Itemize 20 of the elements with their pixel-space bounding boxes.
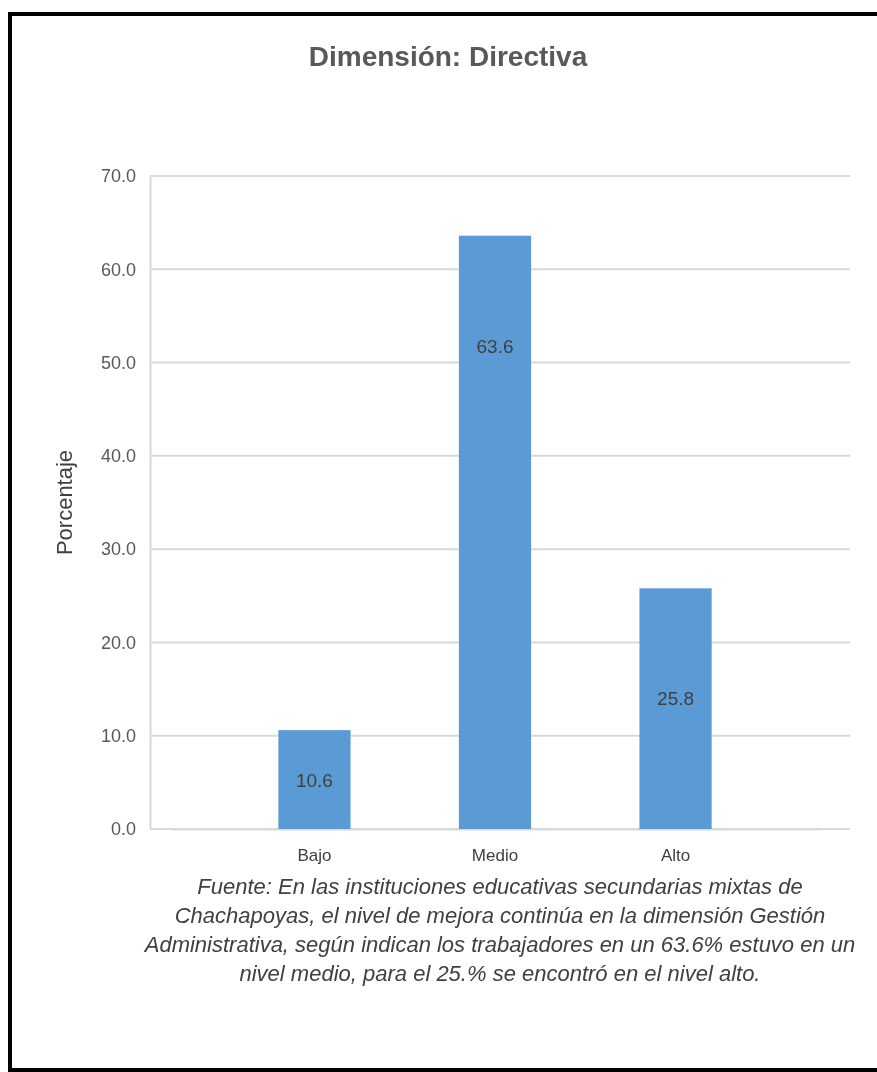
y-tick-label: 50.0	[100, 352, 136, 373]
bar	[278, 730, 351, 829]
bar	[639, 588, 712, 829]
y-tick-label: 10.0	[100, 725, 136, 746]
y-tick-label: 60.0	[100, 259, 136, 280]
y-axis-title: Porcentaje	[52, 449, 77, 556]
data-label: 63.6	[476, 335, 514, 357]
x-tick-label: Medio	[471, 846, 519, 866]
x-tick-label: Alto	[660, 846, 691, 866]
y-tick-label: 0.0	[110, 819, 136, 840]
y-tick-label: 40.0	[100, 446, 136, 467]
y-tick-label: 30.0	[100, 539, 136, 560]
y-tick-label: 70.0	[100, 166, 136, 187]
source-note: Fuente: En las instituciones educativas secundarias mixtas de Chachapoyas, el nivel de mejora continúa en la dimensión Gestión Administrativa, según indican los trabajadores en un 63.6% estuvo en un nivel medio, para el 25.% se encontró en el nivel alto.	[143, 873, 857, 988]
data-label: 10.6	[295, 769, 333, 791]
y-tick-label: 20.0	[100, 632, 136, 653]
bar	[458, 235, 532, 829]
x-tick-label: Bajo	[297, 846, 332, 866]
data-label: 25.8	[657, 688, 695, 710]
chart-title: Dimensión: Directiva	[308, 41, 588, 72]
